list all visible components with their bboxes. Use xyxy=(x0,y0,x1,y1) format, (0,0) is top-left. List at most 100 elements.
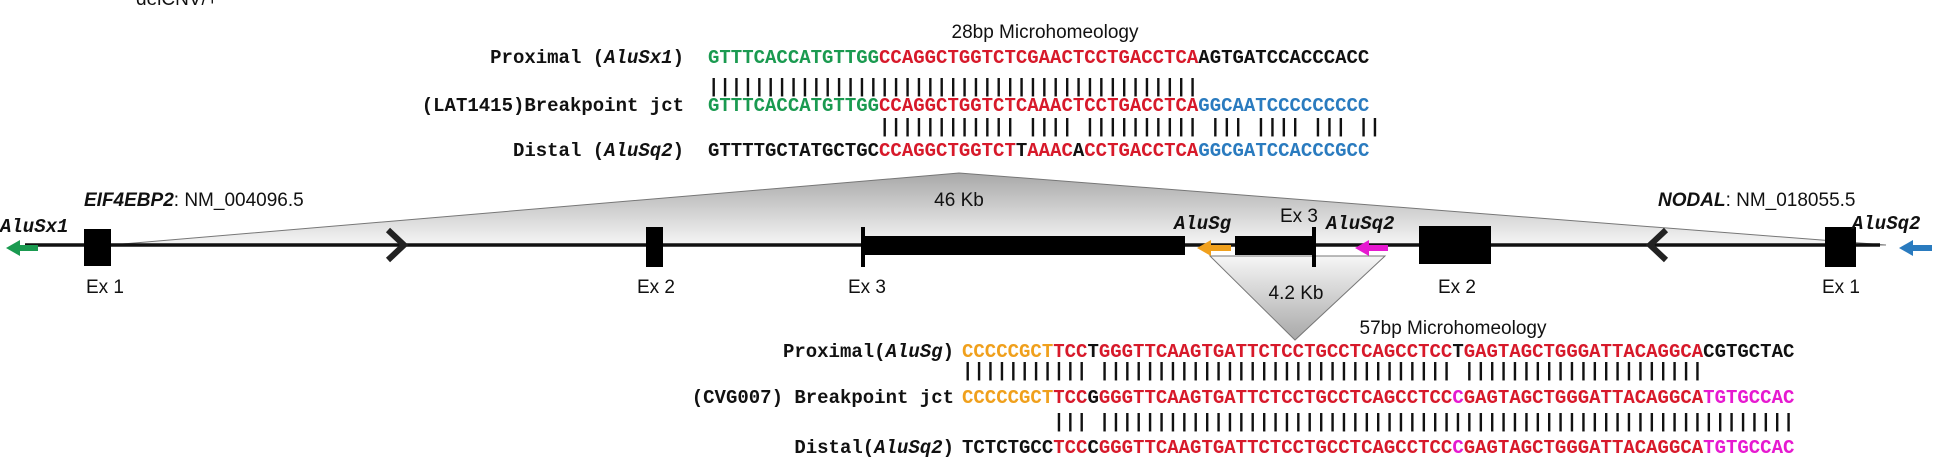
sequence: CCCCCGCTTCCTGGGTTCAAGTGATTCTCCTGCCTCAGCC… xyxy=(962,341,1794,363)
alu-label: AluSq2 xyxy=(1325,213,1394,235)
exon xyxy=(646,227,663,267)
match-line: |||||||||||| |||| |||||||||| ||| |||| ||… xyxy=(708,116,1381,138)
sequence-segment: GGGTTCAAGTGATTCTCCTGCCTCAGCCTCC xyxy=(1099,387,1452,409)
label-part: Proximal ( xyxy=(490,47,604,69)
row-label: Distal(AluSq2) xyxy=(794,437,954,459)
sequence-segment: CCAGGCTGGTCTCGAACTCCTGACCTCA xyxy=(879,47,1199,69)
alu-label: AluSg xyxy=(1173,213,1232,235)
gene-accession: : NM_018055.5 xyxy=(1726,190,1856,211)
sequence-segment: CCAGGCTGGTCTCAAACTCCTGACCTCA xyxy=(879,95,1199,117)
alu-label: AluSx1 xyxy=(0,216,68,238)
sequence-segment: AAAC xyxy=(1027,140,1073,162)
label-part: ) xyxy=(943,437,954,459)
sequence: GTTTTGCTATGCTGCCCAGGCTGGTCTTAAACACCTGACC… xyxy=(708,140,1369,162)
sequence-segment: T xyxy=(1452,341,1463,363)
gene-accession: : NM_004096.5 xyxy=(174,190,304,211)
exon xyxy=(862,236,1185,255)
strand-chevron xyxy=(385,227,409,263)
row-label: Proximal(AluSg) xyxy=(783,341,954,363)
sequence: CCCCCGCTTCCGGGGTTCAAGTGATTCTCCTGCCTCAGCC… xyxy=(962,387,1794,409)
sequence-segment: CCAGGCTGGTCT xyxy=(879,140,1016,162)
sequence-segment: GTTTCACCATGTTGG xyxy=(708,47,879,69)
gene-label: NODAL: NM_018055.5 xyxy=(1658,190,1855,211)
sequence-segment: G xyxy=(1087,387,1098,409)
sequence-segment: GGGTTCAAGTGATTCTCCTGCCTCAGCCTCC xyxy=(1099,437,1452,459)
exon-label: Ex 2 xyxy=(1438,277,1476,298)
alu-arrow xyxy=(1899,240,1932,256)
sequence-segment: T xyxy=(1087,341,1098,363)
label-part: Proximal( xyxy=(783,341,886,363)
sequence-segment: TCC xyxy=(1053,387,1087,409)
sequence-segment: CCTGACCTCA xyxy=(1084,140,1199,162)
deletion-triangle xyxy=(1208,255,1387,341)
sequence: TCTCTGCCTCCCGGGTTCAAGTGATTCTCCTGCCTCAGCC… xyxy=(962,437,1794,459)
match-line: ||||||||||||||||||||||||||||||||||||||||… xyxy=(708,76,1198,98)
exon-label: Ex 1 xyxy=(86,277,124,298)
sequence: GTTTCACCATGTTGGCCAGGCTGGTCTCGAACTCCTGACC… xyxy=(708,47,1369,69)
gene-symbol: EIF4EBP2 xyxy=(84,190,174,211)
exon-label: Ex 1 xyxy=(1822,277,1860,298)
junction-title: 28bp Microhomeology xyxy=(952,22,1139,43)
alu-arrow xyxy=(1197,240,1231,256)
label-part: AluSg xyxy=(885,341,944,363)
exon xyxy=(1235,236,1314,255)
exon xyxy=(1825,227,1856,267)
deletion-size: 46 Kb xyxy=(934,190,984,211)
sequence-segment: CCCCCGCT xyxy=(962,387,1053,409)
sequence-segment: CGTGCTAC xyxy=(1703,341,1794,363)
label-part: ) xyxy=(673,47,684,69)
label-part: Distal( xyxy=(794,437,874,459)
sequence-segment: TGTGCCAC xyxy=(1703,437,1794,459)
sequence-segment: GGGTTCAAGTGATTCTCCTGCCTCAGCCTCC xyxy=(1099,341,1452,363)
alu-arrow xyxy=(6,240,38,256)
sequence-segment: GGCAATCCCCCCCCC xyxy=(1198,95,1369,117)
sequence-segment: GTTTTGCTATGCTGC xyxy=(708,140,879,162)
sequence-segment: AGTGATCCACCCACC xyxy=(1198,47,1369,69)
exon xyxy=(1312,227,1316,267)
alu-label: AluSq2 xyxy=(1851,213,1920,235)
row-label: Proximal (AluSx1) xyxy=(490,47,684,69)
strand-chevron xyxy=(1645,227,1669,263)
deletion-size: 4.2 Kb xyxy=(1269,283,1324,304)
label-part: AluSq2 xyxy=(603,140,672,162)
row-label: (LAT1415)Breakpoint jct xyxy=(422,95,684,117)
sequence-segment: GAGTAGCTGGGATTACAGGCA xyxy=(1464,437,1704,459)
header: delCNV/+ xyxy=(136,0,218,10)
alu-arrow xyxy=(1355,240,1388,256)
label-part: ) xyxy=(673,140,684,162)
sequence-segment: CCCCCGCT xyxy=(962,341,1053,363)
row-label: Distal (AluSq2) xyxy=(513,140,684,162)
label-part: AluSq2 xyxy=(873,437,942,459)
gene-label: EIF4EBP2: NM_004096.5 xyxy=(84,190,304,211)
sequence-segment: GGCGATCCACCCGCC xyxy=(1198,140,1369,162)
sequence-segment: GTTTCACCATGTTGG xyxy=(708,95,879,117)
sequence-segment: A xyxy=(1073,140,1085,162)
junction-title: 57bp Microhomeology xyxy=(1360,318,1547,339)
sequence-segment: T xyxy=(1016,140,1027,162)
sequence-segment: TCC xyxy=(1053,341,1087,363)
exon xyxy=(1419,226,1491,264)
match-line: ||| ||||||||||||||||||||||||||||||||||||… xyxy=(962,411,1794,433)
exon xyxy=(84,229,111,266)
sequence-segment: TCC xyxy=(1053,437,1087,459)
exon-label: Ex 2 xyxy=(637,277,675,298)
sequence-segment: GAGTAGCTGGGATTACAGGCA xyxy=(1464,341,1704,363)
label-part: Distal ( xyxy=(513,140,604,162)
exon xyxy=(861,227,865,267)
label-part: AluSx1 xyxy=(603,47,672,69)
sequence-segment: GAGTAGCTGGGATTACAGGCA xyxy=(1464,387,1704,409)
row-label: (CVG007) Breakpoint jct xyxy=(692,387,954,409)
sequence-segment: C xyxy=(1087,437,1098,459)
exon-label: Ex 3 xyxy=(848,277,886,298)
sequence-segment: TCTCTGCC xyxy=(962,437,1053,459)
label-part: ) xyxy=(943,341,954,363)
label-part: (CVG007) Breakpoint jct xyxy=(692,387,954,409)
label-part: (LAT1415)Breakpoint jct xyxy=(422,95,684,117)
sequence-segment: TGTGCCAC xyxy=(1703,387,1794,409)
sequence-segment: C xyxy=(1452,437,1463,459)
deletion-triangle xyxy=(110,172,1887,246)
match-line: ||||||||||| ||||||||||||||||||||||||||||… xyxy=(962,360,1703,382)
sequence: GTTTCACCATGTTGGCCAGGCTGGTCTCAAACTCCTGACC… xyxy=(708,95,1369,117)
exon-label: Ex 3 xyxy=(1280,206,1318,227)
